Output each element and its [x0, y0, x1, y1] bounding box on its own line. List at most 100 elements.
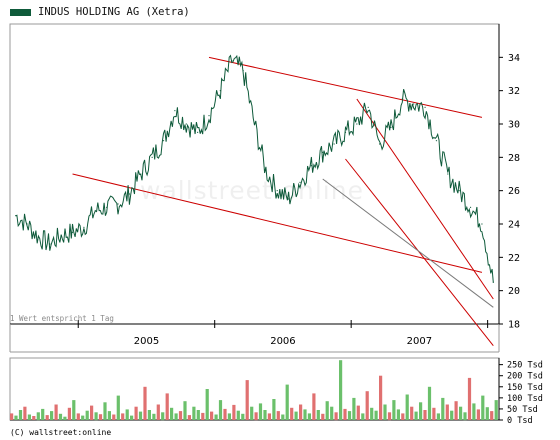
volume-bar [152, 413, 156, 420]
volume-bar [58, 413, 63, 420]
volume-bar [214, 414, 218, 420]
volume-bar [365, 391, 369, 420]
volume-bar [196, 410, 200, 420]
price-point [49, 243, 51, 245]
x-tick-label: 2005 [134, 336, 159, 347]
price-point [140, 173, 142, 175]
volume-bar [347, 411, 352, 420]
legend: INDUS HOLDING AG (Xetra) [10, 5, 190, 19]
price-point [367, 106, 369, 108]
price-plot-frame [9, 23, 500, 325]
price-x-ticks: 2005 2006 2007 [77, 320, 489, 347]
y-tick-label: 32 [508, 86, 520, 97]
volume-bar [41, 408, 45, 420]
price-point [276, 190, 278, 192]
price-point [424, 106, 426, 108]
volume-bar [476, 409, 480, 420]
volume-bar [138, 411, 143, 420]
volume-bar [450, 410, 454, 420]
volume-bar [156, 404, 160, 420]
volume-bar [330, 406, 334, 420]
price-point [242, 70, 244, 72]
volume-bar [361, 413, 365, 420]
volume-bar [258, 403, 263, 420]
volume-bar [316, 410, 320, 420]
volume-bar [467, 377, 472, 420]
volume-bar [312, 393, 316, 420]
price-point [458, 190, 460, 192]
volume-bar [236, 410, 240, 420]
volume-bar [494, 400, 498, 420]
volume-bar [392, 400, 396, 420]
volume-bar [370, 407, 374, 420]
volume-bar [98, 414, 103, 420]
volume-bar [174, 413, 178, 420]
price-point [435, 140, 438, 142]
y-tick-label: 22 [508, 253, 520, 264]
volume-bar [303, 409, 307, 420]
volume-bar [218, 400, 223, 420]
volume-bar [161, 412, 165, 421]
price-point [447, 173, 449, 175]
volume-bar [463, 412, 467, 421]
price-point [299, 181, 301, 183]
volume-bar [254, 412, 258, 421]
price-point [94, 210, 96, 212]
price-point [71, 231, 74, 233]
y-tick-label: 18 [508, 320, 520, 331]
volume-tick-label: 200 Tsd [507, 372, 543, 382]
price-point [265, 170, 267, 172]
volume-bar [427, 386, 432, 420]
volume-bar [210, 411, 214, 420]
price-point [174, 110, 176, 112]
volume-bar [485, 407, 489, 420]
price-point [310, 165, 312, 167]
volume-bar [121, 413, 125, 420]
y-tick-label: 26 [508, 186, 520, 197]
volume-bar [387, 412, 392, 421]
volume-bar [410, 406, 414, 420]
volume-bar [321, 413, 325, 420]
volume-bar [23, 406, 27, 420]
volume-bar [94, 412, 98, 421]
volume-tick-label: 150 Tsd [507, 383, 543, 393]
volume-bar [50, 411, 54, 420]
volume-bar [352, 397, 356, 420]
volume-bar [307, 413, 311, 420]
price-point [117, 203, 119, 205]
volume-bar [414, 411, 418, 420]
volume-bar [170, 407, 174, 420]
volume-bar [245, 380, 249, 420]
volume-bar [72, 400, 76, 420]
price-y-ticks: 18 20 22 24 26 28 30 32 34 [499, 53, 520, 331]
volume-bar [419, 402, 423, 420]
volume-bar [90, 405, 94, 420]
trendline [322, 178, 494, 308]
price-point [378, 143, 381, 145]
volume-bar [81, 415, 85, 420]
volume-bar [76, 413, 80, 420]
volume-bar [54, 404, 58, 420]
volume-bar [383, 404, 387, 420]
volume-bar [14, 415, 18, 420]
volume-bar [147, 410, 151, 420]
volume-bar [183, 401, 187, 420]
volume-tick-label: 0 Tsd [507, 416, 533, 426]
price-point [197, 131, 199, 133]
legend-label: INDUS HOLDING AG (Xetra) [38, 6, 190, 18]
volume-bar [143, 386, 147, 420]
price-point [401, 98, 403, 100]
price-point [26, 223, 28, 225]
volume-bar [272, 399, 276, 420]
volume-bar [405, 394, 409, 420]
trendline [208, 56, 483, 118]
price-point [128, 193, 131, 195]
trendline [72, 173, 483, 273]
volume-bar [436, 413, 440, 420]
volume-bar [356, 405, 360, 420]
volume-bar [45, 415, 49, 420]
volume-bar [178, 411, 183, 420]
price-point [356, 123, 358, 125]
volume-bar [112, 414, 116, 420]
